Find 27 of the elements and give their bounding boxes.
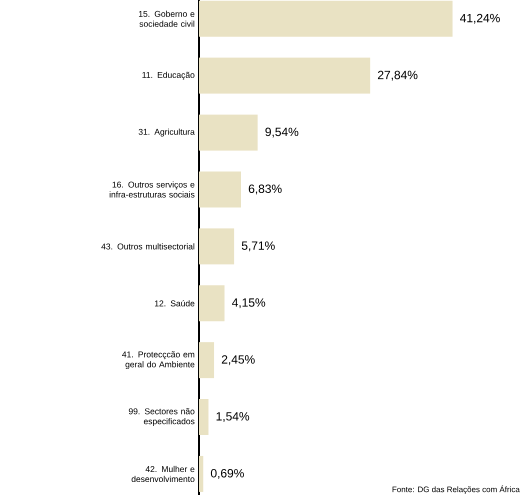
bar bbox=[199, 114, 258, 151]
bar bbox=[199, 58, 370, 94]
bar bbox=[199, 342, 214, 378]
y-tick-label: 11. Educação bbox=[142, 72, 194, 80]
bar bbox=[199, 456, 204, 492]
bar bbox=[199, 399, 208, 436]
y-tick-label: 99. Sectores não especificados bbox=[128, 408, 194, 426]
y-tick-label: 42. Mulher e desenvolvimento bbox=[132, 466, 194, 482]
y-tick-label: 16. Outros serviços e infra-estruturas sociais bbox=[110, 181, 194, 198]
data-label: 0,69% bbox=[210, 469, 244, 479]
bar bbox=[199, 171, 241, 208]
data-label: 9,54% bbox=[265, 128, 298, 138]
data-label: 1,54% bbox=[216, 412, 250, 422]
data-label: 41,24% bbox=[460, 14, 500, 24]
y-tick-label: 43. Outros multisectorial bbox=[101, 243, 194, 250]
y-tick-label: 12. Saúde bbox=[154, 300, 194, 306]
data-label: 2,45% bbox=[222, 355, 255, 366]
y-tick-label: 15. Goberno e sociedade civil bbox=[138, 10, 194, 27]
data-label: 5,71% bbox=[242, 241, 275, 252]
data-label: 4,15% bbox=[232, 298, 266, 308]
y-tick-label: 41. Protecçcão em geral do Ambiente bbox=[122, 351, 194, 370]
y-tick-label: 31. Agricultura bbox=[138, 128, 195, 137]
data-label: 27,84% bbox=[378, 70, 418, 81]
bar bbox=[199, 228, 234, 264]
bar bbox=[199, 0, 453, 37]
data-label: 6,83% bbox=[248, 184, 282, 194]
bar bbox=[199, 285, 225, 322]
